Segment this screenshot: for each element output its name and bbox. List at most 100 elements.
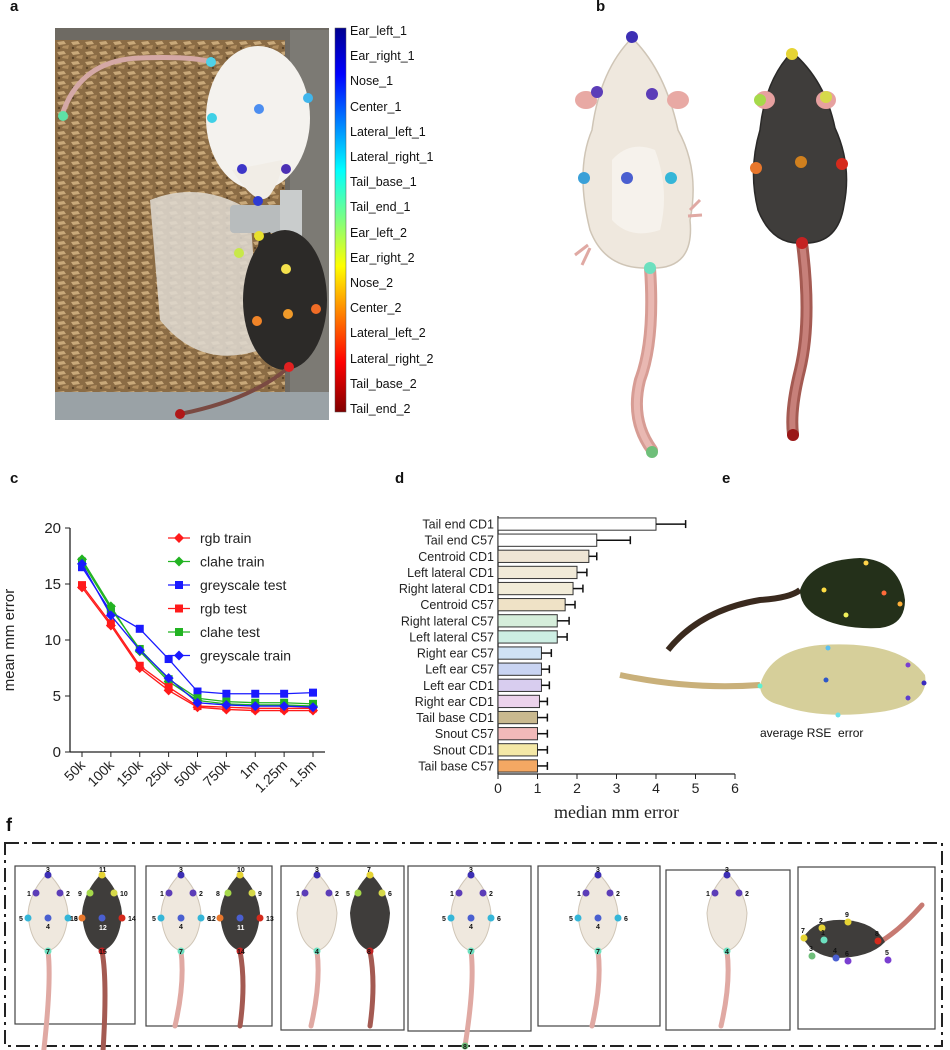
y-tick-label: 5: [53, 688, 61, 705]
colorbar-label: Ear_left_2: [350, 225, 407, 240]
panel-label-e: e: [722, 470, 731, 487]
colorbar-label: Lateral_left_2: [350, 326, 426, 341]
thumb-keypoint-label: 4: [315, 949, 319, 956]
thumb-keypoint: [711, 889, 719, 897]
thumb-keypoint: [32, 889, 40, 897]
data-point: [192, 697, 203, 708]
x-axis-label: median mm error: [554, 802, 679, 822]
thumb-keypoint: [479, 889, 487, 897]
category-label: Left lateral C57: [409, 630, 494, 644]
white-mouse-tail: [59, 55, 213, 116]
chart-d: 0 1 2 3 4 5 6 median mm error Tail end CD1 Tail e…: [399, 516, 739, 822]
data-point: [78, 581, 86, 590]
black-mouse-body: [243, 230, 327, 370]
thumb-keypoint: [455, 889, 463, 897]
thumb-keypoint: [818, 924, 826, 932]
white-mouse-body: [206, 46, 310, 190]
thumb-keypoint: [165, 889, 173, 897]
thumb-tail: [718, 948, 731, 1029]
thumb-keypoint: [582, 889, 590, 897]
bar: [497, 581, 574, 596]
data-point: [280, 689, 289, 698]
cage-floor-edge: [55, 392, 329, 420]
thumb-keypoint-label: 4: [833, 948, 837, 955]
thumb-keypoint-label: 4: [725, 949, 729, 956]
thumb-keypoint: [735, 889, 743, 897]
thumb-keypoint-label: 3: [596, 867, 600, 874]
thumb-keypoint-label: 2: [616, 891, 620, 898]
thumb-keypoint: [197, 914, 205, 922]
data-point: [164, 683, 173, 692]
data-point: [135, 661, 144, 670]
thumb-keypoint: [366, 947, 374, 955]
category-label: Right lateral CD1: [399, 582, 494, 596]
thumb-keypoint: [723, 947, 731, 955]
data-point: [221, 699, 232, 710]
thumb-keypoint: [354, 889, 362, 897]
data-point: [105, 610, 116, 621]
colorbar-label: Tail_end_1: [350, 200, 411, 215]
panel-e-light-mouse: [619, 644, 927, 718]
legend-marker: [174, 556, 184, 567]
legend-marker: [175, 628, 183, 636]
thumb-keypoint: [594, 914, 602, 922]
panel-e-caption: average RSE error: [760, 726, 864, 740]
x-tick-label: 1: [534, 780, 542, 796]
thumb-keypoint: [820, 936, 828, 944]
thumb-keypoint-label: 3: [725, 867, 729, 874]
thumb-keypoint: [378, 889, 386, 897]
y-tick-label: 0: [53, 744, 61, 761]
thumb-keypoint-label: 4: [469, 924, 473, 931]
thumb-keypoint: [447, 914, 455, 922]
colorbar-label: Nose_2: [350, 276, 394, 290]
category-label: Tail end C57: [425, 534, 495, 548]
thumb-keypoint-label: 4: [596, 924, 600, 931]
data-point: [106, 619, 115, 628]
thumb-keypoint-label: 11: [99, 867, 107, 874]
thumb-keypoint-label: 1: [160, 891, 164, 898]
thumb-keypoint: [313, 871, 321, 879]
thumb-keypoint-label: 2: [199, 891, 203, 898]
category-label: Centroid C57: [420, 598, 494, 612]
thumb-keypoint: [236, 947, 244, 955]
category-label: Tail base C57: [418, 759, 494, 773]
legend-label: greyscale train: [200, 648, 291, 664]
thumb-keypoint-label: 7: [46, 949, 50, 956]
thumb-keypoint: [44, 914, 52, 922]
black-mouse-tail: [179, 366, 290, 416]
thumb-keypoint: [64, 914, 72, 922]
thumb-keypoint: [594, 947, 602, 955]
thumb-tail: [308, 948, 321, 1029]
thumb-keypoint: [224, 889, 232, 897]
thumb-keypoint-label: 12: [208, 916, 216, 923]
thumb-keypoint-label: 3: [469, 867, 473, 874]
thumb-keypoint-label: 9: [258, 891, 262, 898]
colorbar-label: Lateral_right_2: [350, 351, 434, 366]
thumb-keypoint-label: 7: [367, 867, 371, 874]
thumb-keypoint-label: 8: [367, 949, 371, 956]
thumb-keypoint: [98, 914, 106, 922]
data-point: [106, 604, 115, 613]
thumb-keypoint-label: 1: [450, 891, 454, 898]
thumb-keypoint: [467, 947, 475, 955]
category-label: Tail base CD1: [416, 711, 494, 725]
thumb-keypoint-label: 7: [801, 928, 805, 935]
thumb-box-1: 31254678119101312141516: [14, 865, 136, 1050]
panel-label-a: a: [10, 0, 19, 15]
thumb-box-6: 3 1 2 4: [665, 867, 791, 1031]
y-tick-label: 10: [44, 632, 61, 649]
thumb-keypoint: [177, 871, 185, 879]
thumb-keypoint: [594, 871, 602, 879]
thumb-keypoint: [256, 914, 264, 922]
thumb-keypoint-label: 3: [809, 946, 813, 953]
thumb-keypoint: [189, 889, 197, 897]
legend-label: greyscale test: [200, 577, 286, 593]
thumb-keypoint: [118, 914, 126, 922]
colorbar: [334, 27, 347, 413]
thumb-keypoint-label: 3: [179, 867, 183, 874]
data-point: [77, 558, 87, 569]
thumb-keypoint-label: 5: [569, 916, 573, 923]
data-point: [308, 702, 318, 713]
